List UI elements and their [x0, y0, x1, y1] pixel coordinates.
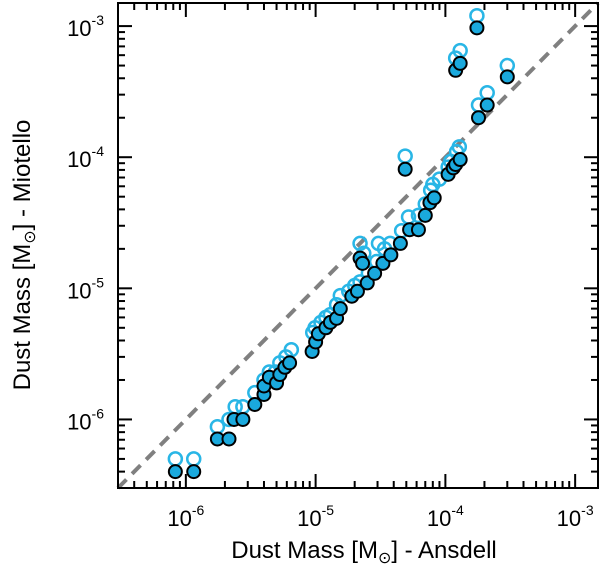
open-circle-series [167, 7, 516, 467]
filled-circle-point [221, 431, 237, 447]
x-axis-title: Dust Mass [M⊙] - Ansdell [231, 537, 496, 567]
reference-line-layer [116, 1, 600, 490]
open-circle-point [370, 235, 387, 252]
x-tick-label: 10-6 [167, 502, 204, 531]
open-circle-point [352, 235, 368, 252]
filled-circle-point [167, 464, 183, 480]
filled-circle-point [359, 275, 375, 291]
open-circle-point [397, 148, 413, 164]
filled-circle-series [167, 20, 515, 480]
filled-circle-point [479, 97, 495, 113]
one-to-one-line [116, 1, 600, 490]
y-axis-title: Dust Mass [M⊙] - Miotello [9, 120, 39, 391]
filled-circle-point [247, 397, 263, 413]
y-tick-label: 10-6 [67, 405, 104, 434]
filled-circle-point [452, 55, 468, 71]
filled-circle-point [426, 190, 442, 206]
filled-circle-point [349, 283, 365, 299]
plot-frame [117, 2, 599, 489]
filled-circle-point [355, 255, 371, 271]
y-tick-label: 10-3 [67, 12, 104, 41]
filled-circle-point [410, 222, 426, 238]
open-circle-point [167, 451, 184, 467]
filled-circle-point [471, 110, 487, 126]
filled-circle-point [469, 20, 485, 36]
filled-circle-point [397, 161, 413, 177]
y-tick-labels: 10-6 10-5 10-4 10-3 [67, 12, 104, 434]
x-tick-labels: 10-6 10-5 10-4 10-3 [167, 502, 593, 531]
open-circle-point [479, 85, 495, 101]
filled-circle-point [235, 411, 251, 427]
y-tick-label: 10-5 [67, 274, 104, 303]
filled-circle-point [186, 464, 202, 480]
open-circle-point [185, 451, 202, 467]
filled-circle-point [367, 265, 383, 281]
open-circle-point [469, 7, 485, 24]
filled-circle-point [383, 247, 399, 263]
filled-circle-point [452, 152, 468, 168]
filled-circle-point [282, 355, 298, 371]
x-tick-label: 10-4 [427, 502, 464, 531]
filled-circle-point [417, 207, 433, 223]
x-tick-label: 10-5 [297, 502, 334, 531]
filled-circle-point [499, 69, 515, 85]
filled-circle-point [332, 301, 348, 317]
x-tick-label: 10-3 [557, 502, 594, 531]
y-tick-label: 10-4 [67, 143, 104, 172]
tick-marks [117, 3, 598, 489]
filled-circle-point [392, 235, 408, 251]
